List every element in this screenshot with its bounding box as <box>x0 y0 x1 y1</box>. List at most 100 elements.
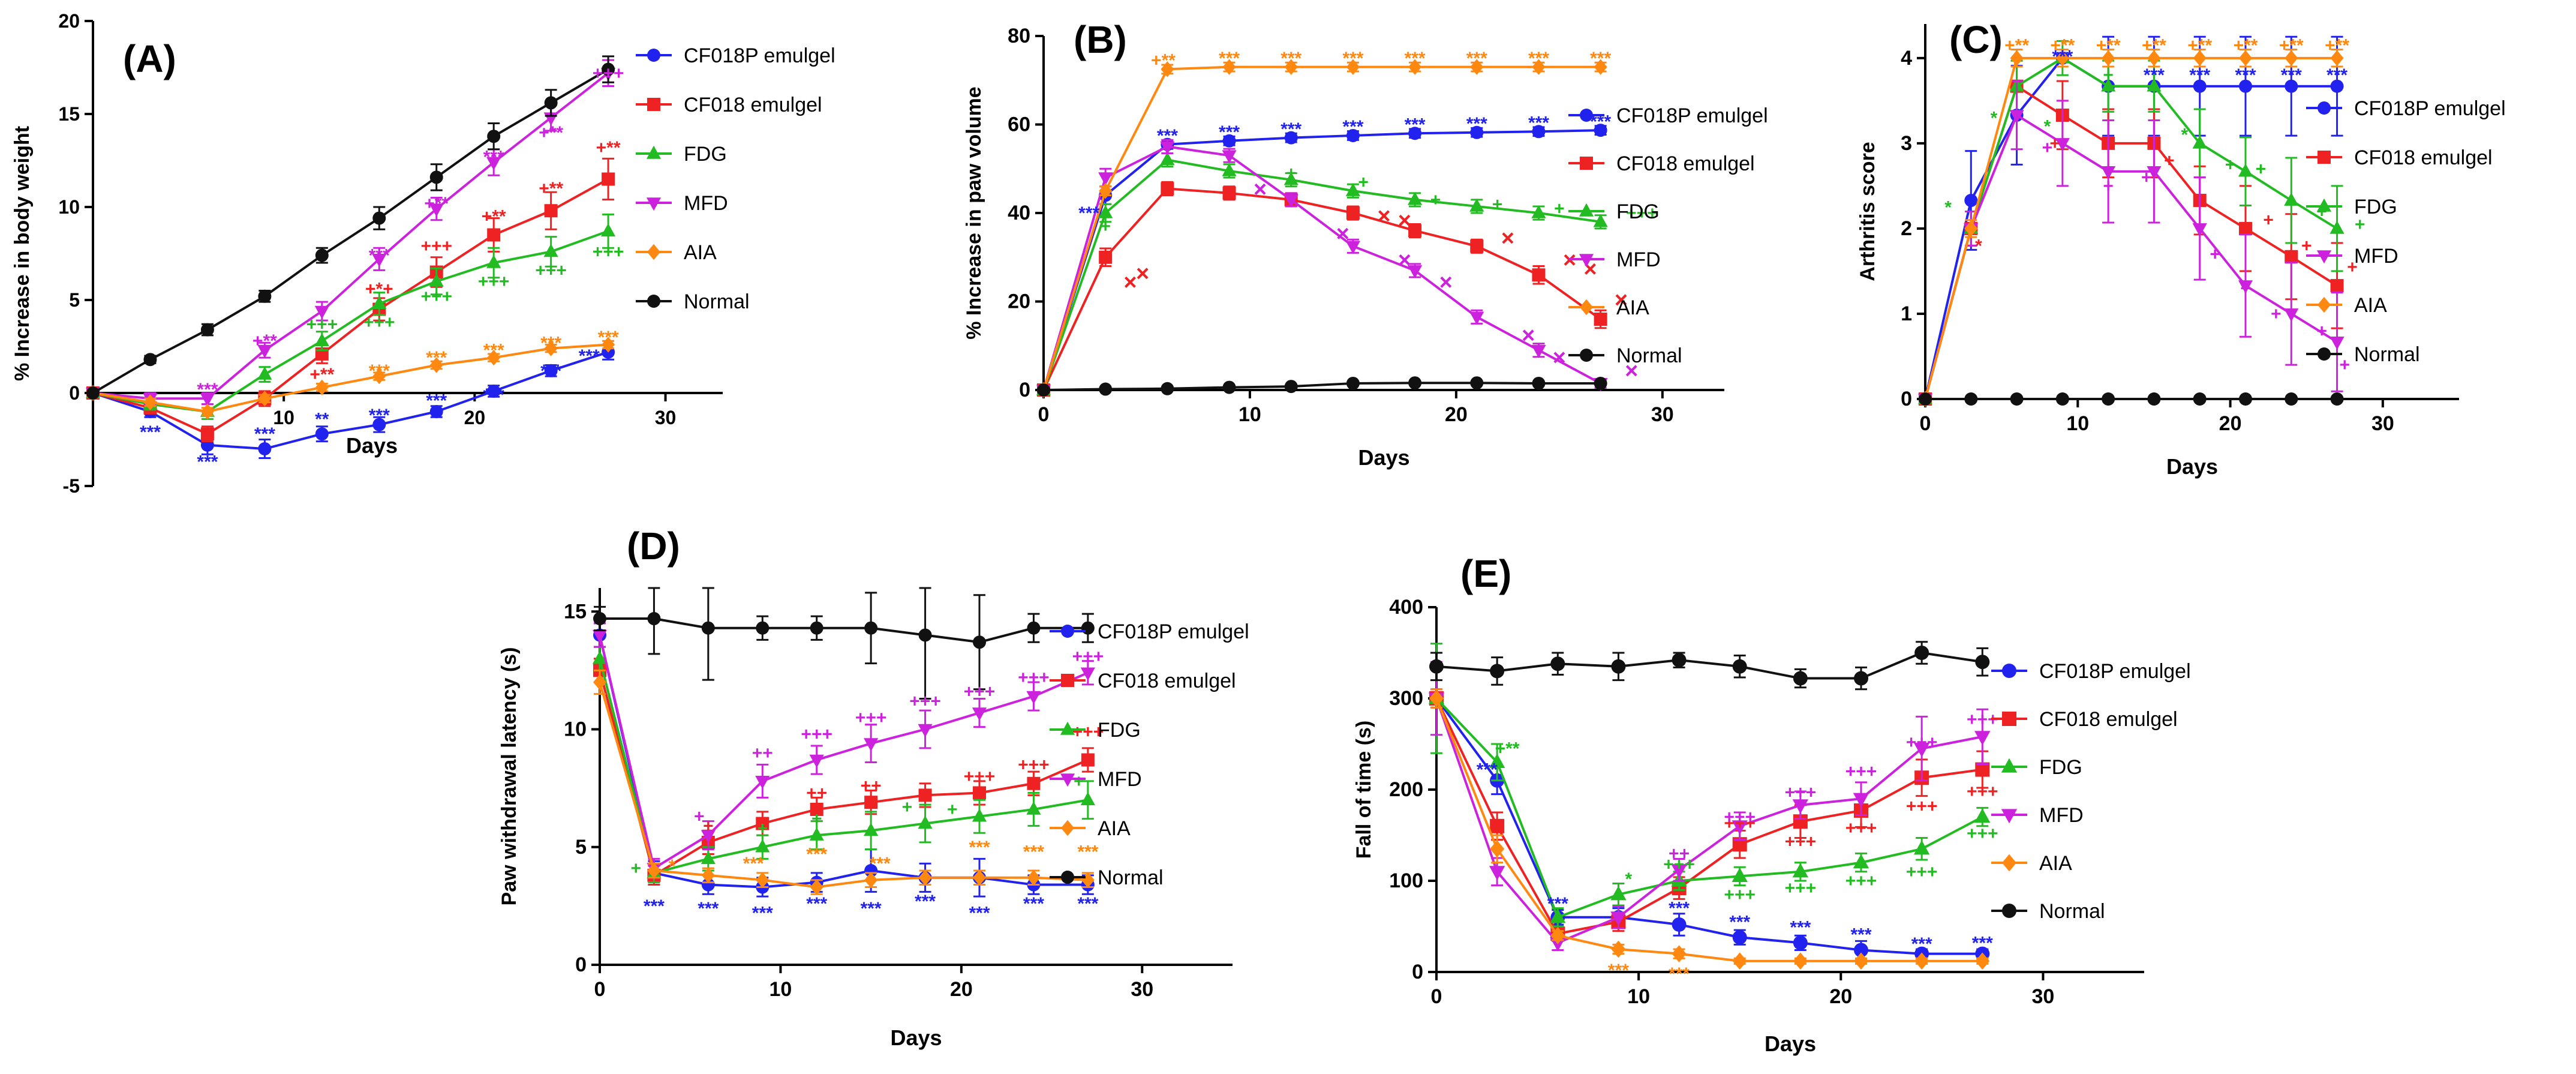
data-point-fdg <box>2147 78 2162 92</box>
legend-item-mfd: MFD <box>636 192 728 215</box>
significance-mark: *** <box>1023 894 1044 914</box>
data-point-mfd <box>1098 172 1113 186</box>
data-point-fdg <box>918 815 933 829</box>
significance-mark: *** <box>483 385 504 405</box>
legend-swatch-marker <box>647 244 660 260</box>
significance-mark: *** <box>698 899 719 919</box>
data-point-normal <box>2330 392 2344 406</box>
data-point-normal <box>487 130 501 143</box>
significance-mark: +++ <box>855 708 887 728</box>
data-point-mfd <box>2055 138 2070 152</box>
legend-swatch-marker <box>1060 773 1075 787</box>
y-tick-label: 5 <box>575 836 587 859</box>
data-point-aia <box>2193 50 2207 67</box>
legend-swatch-marker <box>2318 347 2331 361</box>
data-point-aia <box>1429 689 1444 707</box>
significance-mark: +** <box>309 365 334 385</box>
legend-swatch-marker <box>2316 198 2332 212</box>
x-tick-label: 30 <box>1651 403 1674 426</box>
data-point-normal <box>1732 659 1747 674</box>
significance-mark: *** <box>870 854 891 874</box>
y-tick-label: 40 <box>1008 202 1030 224</box>
significance-mark: + <box>694 807 705 827</box>
significance-mark: *** <box>1466 114 1487 134</box>
data-point-fdg <box>314 333 329 346</box>
data-point-fdg <box>1489 754 1505 768</box>
data-point-cf018-emulgel <box>2285 250 2298 263</box>
data-point-aia <box>487 349 501 366</box>
significance-mark: + <box>2263 211 2274 230</box>
significance-mark: * <box>1625 869 1632 889</box>
series-line-normal <box>92 68 609 394</box>
series-line-cf018-emulgel <box>1924 84 2338 400</box>
data-point-cf018p-emulgel <box>258 442 272 455</box>
data-point-cf018p-emulgel <box>315 427 329 441</box>
legend-item-cf018p-emulgel: CF018P emulgel <box>2306 97 2506 120</box>
data-point-normal <box>1284 380 1298 394</box>
significance-mark: +++ <box>363 313 395 332</box>
x-tick-label: 20 <box>2219 412 2242 435</box>
legend-label: Normal <box>2354 343 2420 366</box>
data-point-cf018p-emulgel <box>372 418 386 431</box>
legend-label: CF018 emulgel <box>1098 670 1236 692</box>
data-point-normal <box>1408 376 1422 390</box>
data-point-normal <box>2239 392 2252 406</box>
x-tick-label: 0 <box>1038 403 1050 426</box>
significance-mark: ++ <box>806 783 827 803</box>
data-point-cf018-emulgel <box>1470 239 1484 253</box>
legend-swatch-marker <box>2001 758 2018 773</box>
significance-mark: *** <box>969 904 990 923</box>
axes: 0 5 10 15 0 10 20 30 <box>564 588 1233 1001</box>
data-point-aia <box>2010 50 2024 67</box>
legend-label: FDG <box>2354 196 2397 218</box>
significance-mark: *** <box>1729 912 1750 932</box>
data-point-fdg <box>592 650 608 664</box>
significance-mark: ** <box>315 409 329 429</box>
series-line-cf018p-emulgel <box>1042 129 1601 391</box>
series-line-cf018p-emulgel <box>1924 56 2337 400</box>
significance-mark: *** <box>1077 842 1098 862</box>
data-point-cf018p-emulgel <box>1532 125 1546 139</box>
data-point-normal <box>1099 382 1113 396</box>
significance-mark: +++ <box>964 682 996 702</box>
significance-mark: +++ <box>1906 733 1938 752</box>
data-point-fdg <box>1160 152 1175 166</box>
data-point-cf018-emulgel <box>487 228 501 242</box>
y-tick-label: 300 <box>1389 687 1423 710</box>
legend-swatch-marker <box>1580 157 1593 170</box>
significance-mark: + <box>811 809 822 829</box>
data-point-fdg <box>1284 172 1298 185</box>
data-point-aia <box>1346 59 1360 75</box>
series-line-aia <box>1042 65 1601 391</box>
data-point-mfd <box>809 754 824 768</box>
significance-mark: *** <box>2052 47 2073 67</box>
legend-label: FDG <box>684 143 727 166</box>
data-point-cf018p-emulgel <box>701 878 715 892</box>
series-line-aia <box>1435 698 1983 962</box>
significance-mark: *** <box>1281 119 1301 139</box>
data-point-mfd <box>1531 344 1546 358</box>
data-point-fdg <box>372 296 387 309</box>
x-tick-label: 10 <box>273 407 294 428</box>
significance-mark: + <box>703 816 714 836</box>
data-point-normal <box>86 386 100 400</box>
data-point-mfd <box>1974 731 1991 746</box>
data-point-fdg <box>1222 163 1237 176</box>
significance-mark: +** <box>1495 739 1520 759</box>
data-point-aia <box>143 394 157 410</box>
data-point-normal <box>602 62 615 76</box>
data-point-mfd <box>1469 311 1484 325</box>
data-point-fdg <box>2329 220 2344 234</box>
legend-swatch-marker <box>1579 254 1594 268</box>
data-point-mfd <box>1610 911 1627 926</box>
data-point-aia <box>756 872 770 888</box>
significance-mark: *** <box>2189 65 2210 85</box>
data-point-cf018-emulgel <box>1594 313 1607 326</box>
data-point-normal <box>1346 376 1360 390</box>
y-axis-title: % Increase in paw volume <box>963 86 985 339</box>
series-line-aia <box>92 343 609 413</box>
data-point-aia <box>1975 952 1990 970</box>
significance-mark: × <box>1398 208 1411 233</box>
significance-mark: *** <box>2144 65 2165 85</box>
series-fdg <box>1428 643 1991 928</box>
